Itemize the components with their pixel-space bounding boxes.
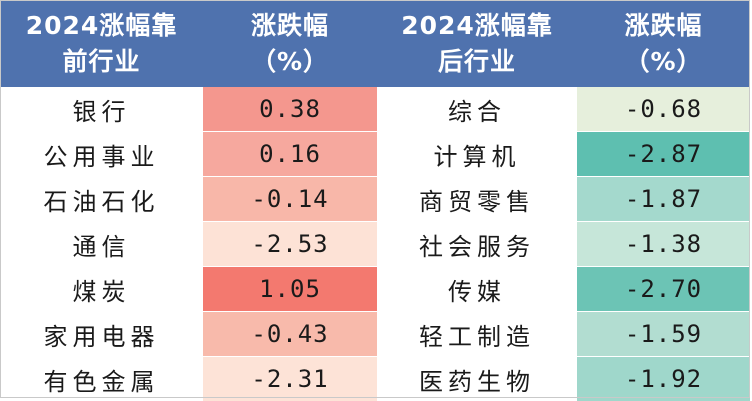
bottom-industry-name: 商贸零售 [377,176,577,222]
table-row: 通信 -2.53 社会服务 -1.38 [0,221,750,267]
bottom-industry-change: -1.92 [577,356,750,401]
bottom-industry-name: 综合 [448,97,506,126]
header-row: 2024涨幅靠 前行业 涨跌幅 （%） 2024涨幅靠 后行业 涨跌幅 （%） [0,1,750,87]
header-top-change: 涨跌幅 （%） [203,1,377,87]
top-industry-name: 煤炭 [0,266,203,312]
header-top-change-line1: 涨跌幅 [250,11,329,40]
bottom-industry-change: -1.59 [577,311,750,357]
top-industry-change: 1.05 [203,266,377,312]
table-row: 有色金属 -2.31 医药生物 -1.92 [0,356,750,401]
table-row: 银行 0.38 综合 -0.68 [0,87,750,132]
bottom-industry-change: -0.68 [577,87,750,132]
table-row: 煤炭 1.05 传媒 -2.70 [0,266,750,312]
header-top-change-line2: （%） [250,47,330,76]
bottom-industry-name: 传媒 [377,266,577,312]
bottom-industry-name: 医药生物 [377,356,577,401]
bottom-industry-change: -1.38 [577,221,750,267]
header-bottom-change-line2: （%） [624,47,703,76]
top-industry-name: 有色金属 [0,356,203,401]
header-bottom-industry-line2: 后行业 [437,47,516,76]
header-bottom-change-line1: 涨跌幅 [624,11,703,40]
table-row: 石油石化 -0.14 商贸零售 -1.87 [0,176,750,222]
top-industry-change: -0.14 [203,176,377,222]
bottom-industry-change: -2.87 [577,131,750,177]
table-row: 家用电器 -0.43 轻工制造 -1.59 [0,311,750,357]
bottom-industry-change: -1.87 [577,176,750,222]
header-bottom-change: 涨跌幅 （%） [577,1,750,87]
header-top-industry-line2: 前行业 [62,47,141,76]
bottom-industry-name: 社会服务 [377,221,577,267]
top-industry-name: 石油石化 [0,176,203,222]
header-bottom-industry-line1: 2024涨幅靠 [401,11,553,40]
top-industry-name: 通信 [0,221,203,267]
bottom-industry-change: -2.70 [577,266,750,312]
top-industry-name: 银行 [72,97,131,126]
header-top-industry: 2024涨幅靠 前行业 [0,1,203,87]
bottom-industry-name: 轻工制造 [377,311,577,357]
top-industry-change: -2.31 [203,356,377,401]
top-industry-name: 公用事业 [0,131,203,177]
bottom-industry-name: 计算机 [377,131,577,177]
header-top-industry-line1: 2024涨幅靠 [25,11,178,40]
header-bottom-industry: 2024涨幅靠 后行业 [377,1,577,87]
top-industry-change: 0.38 [203,87,377,132]
top-industry-change: -0.43 [203,311,377,357]
table-row: 公用事业 0.16 计算机 -2.87 [0,131,750,177]
top-industry-change: 0.16 [203,131,377,177]
top-industry-change: -2.53 [203,221,377,267]
top-industry-name: 家用电器 [0,311,203,357]
